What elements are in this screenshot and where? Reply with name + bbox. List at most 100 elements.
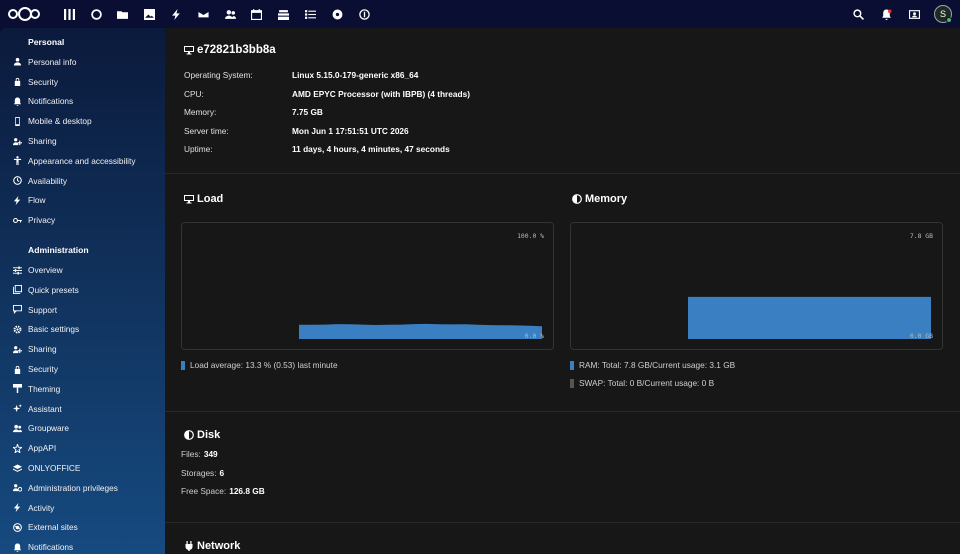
layers-icon — [12, 463, 22, 473]
share-icon — [12, 136, 22, 146]
gear-icon — [12, 324, 22, 334]
user-icon — [12, 57, 22, 67]
memory-chart-svg — [688, 296, 931, 339]
storages-label: Storages: — [181, 467, 217, 478]
sidebar-admin-item-security[interactable]: Security — [0, 359, 165, 379]
system-section: e72821b3bb8a Operating System: Linux 5.15… — [165, 28, 960, 174]
sidebar-item-label: Security — [28, 364, 58, 375]
sidebar-admin-item-overview[interactable]: Overview — [0, 260, 165, 280]
talk-icon[interactable] — [324, 0, 351, 28]
accessibility-icon — [12, 156, 22, 166]
bell-icon — [12, 542, 22, 552]
notifications-icon[interactable] — [872, 0, 900, 28]
sidebar-item-label: Theming — [28, 383, 61, 394]
forms-icon[interactable] — [351, 0, 378, 28]
memory-title-text: Memory — [585, 193, 628, 205]
system-info-key: Uptime: — [184, 144, 213, 155]
contacts-icon[interactable] — [217, 0, 244, 28]
clock-icon — [12, 176, 22, 186]
calendar-icon[interactable] — [244, 0, 271, 28]
sidebar-admin-item-support[interactable]: Support — [0, 300, 165, 320]
sidebar-admin-item-administration-privileges[interactable]: Administration privileges — [0, 478, 165, 498]
system-info-row: Server time: Mon Jun 1 17:51:51 UTC 2026 — [184, 122, 941, 141]
free-space-label: Free Space: — [181, 485, 227, 496]
sidebar-item-availability[interactable]: Availability — [0, 171, 165, 191]
network-title-text: Network — [197, 540, 241, 552]
sidebar-item-label: Basic settings — [28, 324, 80, 335]
activity-icon[interactable] — [163, 0, 190, 28]
dashboard-icon[interactable] — [56, 0, 83, 28]
sidebar-item-flow[interactable]: Flow — [0, 191, 165, 211]
personal-list: Personal info Security Notifications Mobile… — [0, 52, 165, 230]
sidebar-item-sharing[interactable]: Sharing — [0, 131, 165, 151]
key-icon — [12, 215, 22, 225]
files-icon[interactable] — [110, 0, 137, 28]
mail-icon[interactable] — [190, 0, 217, 28]
nextcloud-logo-icon[interactable] — [8, 7, 44, 21]
sidebar-item-label: Support — [28, 304, 58, 315]
activity-icon — [12, 503, 22, 513]
status-online-dot — [946, 17, 952, 23]
system-info-row: Memory: 7.75 GB — [184, 103, 941, 122]
deck-icon[interactable] — [270, 0, 297, 28]
sidebar-item-label: Overview — [28, 265, 63, 276]
photos-icon[interactable] — [136, 0, 163, 28]
system-info-value: 7.75 GB — [292, 107, 323, 118]
tasks-icon[interactable] — [297, 0, 324, 28]
sidebar-admin-item-onlyoffice[interactable]: ONLYOFFICE — [0, 458, 165, 478]
share-icon — [12, 344, 22, 354]
settings-sidebar: Personal Personal info Security Notificati… — [0, 28, 165, 554]
sidebar-item-appearance-and-accessibility[interactable]: Appearance and accessibility — [0, 151, 165, 171]
load-chart-svg — [299, 323, 542, 339]
sidebar-item-label: Personal info — [28, 56, 77, 67]
sidebar-admin-item-appapi[interactable]: AppAPI — [0, 438, 165, 458]
sidebar-admin-item-activity[interactable]: Activity — [0, 498, 165, 518]
disk-section: Disk Files: 349 Storages: 6 Free Space: 126… — [165, 412, 960, 523]
network-title: Network — [184, 540, 941, 552]
swap-legend: SWAP: Total: 0 B/Current usage: 0 B — [570, 378, 714, 388]
storages-value: 6 — [219, 467, 225, 478]
system-info-row: Operating System: Linux 5.15.0-179-generi… — [184, 66, 941, 85]
bell-icon — [12, 96, 22, 106]
phone-icon — [12, 116, 22, 126]
sidebar-admin-item-quick-presets[interactable]: Quick presets — [0, 280, 165, 300]
sidebar-item-label: Sharing — [28, 136, 57, 147]
sidebar-item-personal-info[interactable]: Personal info — [0, 52, 165, 72]
admin-icon — [12, 483, 22, 493]
contacts-menu-icon[interactable] — [900, 0, 928, 28]
files-value: 349 — [203, 449, 218, 460]
sidebar-item-notifications[interactable]: Notifications — [0, 92, 165, 112]
lock-icon — [12, 77, 22, 87]
sidebar-admin-item-notifications[interactable]: Notifications — [0, 537, 165, 554]
sidebar-admin-item-theming[interactable]: Theming — [0, 379, 165, 399]
memory-chart-max-label: 7.8 GB — [909, 232, 933, 240]
sidebar-item-mobile-desktop[interactable]: Mobile & desktop — [0, 111, 165, 131]
sidebar-admin-item-assistant[interactable]: Assistant — [0, 399, 165, 419]
circles-icon[interactable] — [83, 0, 110, 28]
sidebar-item-label: Activity — [28, 502, 55, 513]
pie-chart-icon — [184, 430, 194, 440]
memory-title: Memory — [572, 193, 627, 205]
sidebar-item-label: Availability — [28, 175, 68, 186]
system-info-key: Server time: — [184, 125, 229, 136]
sidebar-admin-item-basic-settings[interactable]: Basic settings — [0, 320, 165, 340]
main-content: e72821b3bb8a Operating System: Linux 5.15… — [165, 28, 960, 554]
system-info-row: Uptime: 11 days, 4 hours, 4 minutes, 47 s… — [184, 140, 941, 159]
disk-title-text: Disk — [197, 429, 221, 441]
files-label: Files: — [181, 449, 201, 460]
sidebar-item-privacy[interactable]: Privacy — [0, 210, 165, 230]
plug-icon — [185, 541, 193, 551]
sidebar-item-label: Quick presets — [28, 284, 79, 295]
swap-legend-text: SWAP: Total: 0 B/Current usage: 0 B — [579, 378, 715, 388]
search-icon[interactable] — [844, 0, 872, 28]
user-avatar[interactable]: S — [934, 5, 952, 23]
sidebar-admin-item-groupware[interactable]: Groupware — [0, 419, 165, 439]
sidebar-admin-item-external-sites[interactable]: External sites — [0, 518, 165, 538]
sidebar-item-label: External sites — [28, 522, 78, 533]
load-title: Load — [184, 193, 223, 205]
sliders-icon — [12, 265, 22, 275]
sidebar-admin-item-sharing[interactable]: Sharing — [0, 339, 165, 359]
sidebar-item-security[interactable]: Security — [0, 72, 165, 92]
memory-chart-min-label: 0.0 GB — [909, 332, 933, 340]
hostname-title: e72821b3bb8a — [184, 44, 941, 56]
